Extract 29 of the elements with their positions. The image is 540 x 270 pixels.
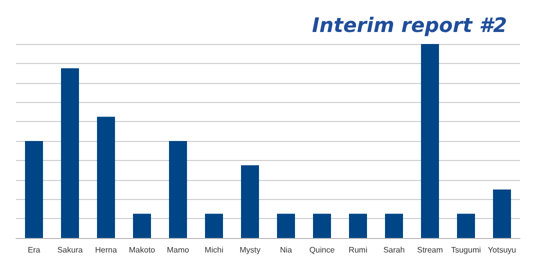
x-tick-label: Yotsuyu [488,246,516,254]
x-tick-label: Michi [204,246,224,254]
x-tick-label: Rumi [348,246,368,254]
bar [25,141,43,238]
bar [385,214,403,238]
bar [457,214,475,238]
bar [205,214,223,238]
bar [97,116,115,238]
x-tick-label: Herna [95,246,118,254]
x-tick-label: Sarah [383,246,405,254]
bar [349,214,367,238]
x-tick-label: Era [28,246,41,254]
bar [169,141,187,238]
bar [313,214,331,238]
bar [277,214,295,238]
bar [61,68,79,238]
bar [133,214,151,238]
x-tick-label: Sakura [57,246,84,254]
bar [421,44,439,238]
x-tick-label: Stream [417,246,444,254]
x-tick-label: Makoto [128,246,156,254]
x-tick-label: Mamo [166,246,190,254]
x-tick-label: Nia [280,246,293,254]
chart-title: Interim report #2 [312,13,507,37]
x-tick-label: Quince [309,246,336,254]
x-tick-label: Mysty [240,246,260,254]
bar [241,165,259,238]
bar [493,190,511,238]
x-tick-label: Tsugumi [451,246,482,254]
